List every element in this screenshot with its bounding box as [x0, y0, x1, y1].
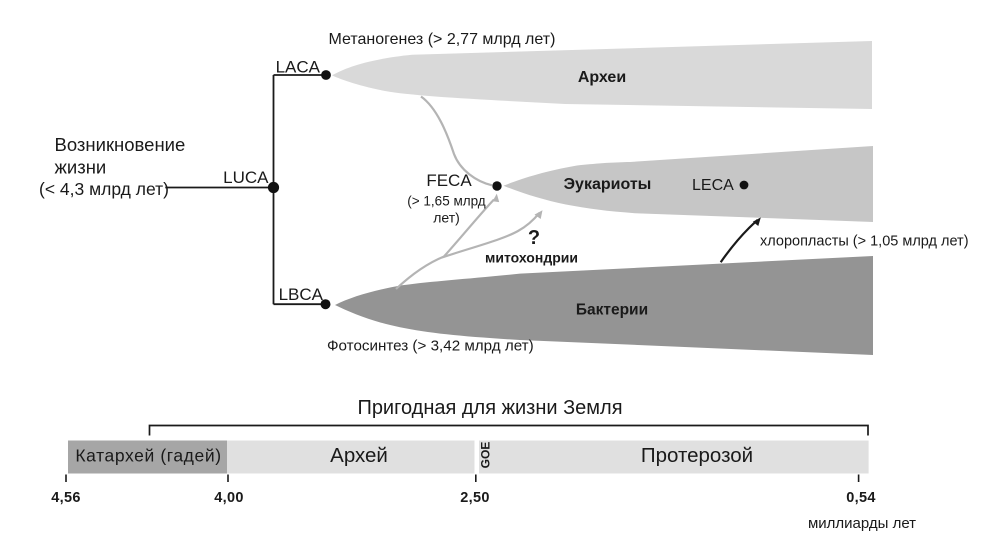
svg-text:миллиарды лет: миллиарды лет	[808, 515, 916, 532]
svg-text:Архей: Архей	[330, 444, 388, 467]
svg-text:?: ?	[528, 227, 540, 249]
svg-text:LACA: LACA	[276, 58, 321, 77]
svg-text:2,50: 2,50	[460, 490, 489, 506]
svg-text:Пригодная для жизни Земля: Пригодная для жизни Земля	[357, 397, 622, 419]
svg-text:(< 4,3 млрд лет): (< 4,3 млрд лет)	[39, 179, 169, 199]
svg-text:Протерозой: Протерозой	[641, 444, 753, 467]
svg-text:(> 1,65 млрд: (> 1,65 млрд	[407, 194, 486, 209]
svg-text:жизни: жизни	[55, 157, 107, 178]
svg-text:0,54: 0,54	[846, 490, 875, 506]
svg-text:GOE: GOE	[479, 442, 493, 469]
svg-text:хлоропласты (> 1,05 млрд лет): хлоропласты (> 1,05 млрд лет)	[760, 234, 969, 250]
svg-text:LBCA: LBCA	[279, 285, 324, 304]
svg-text:Катархей (гадей): Катархей (гадей)	[75, 446, 221, 466]
svg-text:LECA: LECA	[692, 177, 734, 194]
svg-text:Археи: Археи	[578, 69, 626, 86]
svg-text:Фотосинтез (> 3,42 млрд лет): Фотосинтез (> 3,42 млрд лет)	[327, 338, 534, 355]
svg-text:митохондрии: митохондрии	[485, 250, 578, 266]
svg-text:4,00: 4,00	[214, 490, 243, 506]
svg-text:4,56: 4,56	[51, 490, 80, 506]
svg-text:LUCA: LUCA	[223, 168, 269, 187]
svg-text:Бактерии: Бактерии	[576, 302, 648, 319]
svg-text:лет): лет)	[433, 210, 460, 226]
svg-text:Возникновение: Возникновение	[55, 134, 186, 155]
svg-text:Метаногенез (> 2,77 млрд лет): Метаногенез (> 2,77 млрд лет)	[329, 31, 556, 48]
svg-text:FECA: FECA	[426, 171, 472, 190]
svg-text:Эукариоты: Эукариоты	[564, 176, 652, 193]
